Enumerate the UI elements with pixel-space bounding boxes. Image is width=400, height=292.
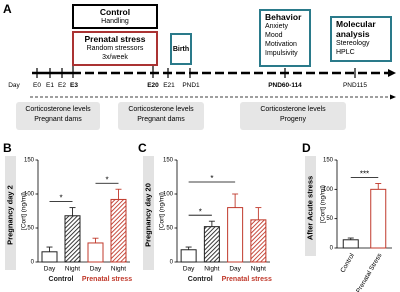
significance-label: *** [360,170,369,179]
x-tick-label: Control [339,252,356,274]
box-text: Handling [101,18,129,25]
side-strip [305,156,316,256]
box-item: HPLC [336,49,355,56]
x-tick-label: Day [44,266,56,273]
sampling-subject: Progeny [279,116,307,123]
sampling-title: Corticosterone levels [25,106,91,113]
bar [87,242,104,263]
box-title: Behavior [265,12,302,22]
y-tick-label: 150 [24,158,35,164]
bar [64,215,81,263]
group-label: Prenatal stress [222,276,272,283]
bar [41,251,58,263]
side-strip [143,156,154,270]
box-item: Motivation [265,41,297,48]
bar [227,207,244,263]
timeline-label: E3 [70,82,78,89]
bar [110,198,127,263]
y-axis-label: [Cort] (ng/ml) [159,192,166,230]
timeline-label: E0 [33,82,41,89]
y-axis-label: [Cort] (ng/ml) [21,192,28,230]
timeline-label: PND60-114 [268,82,302,89]
bar [370,188,387,249]
bar [203,226,220,263]
significance-label: * [59,194,62,203]
sampling-subject: Pregnant dams [137,116,185,123]
side-label: Pregnancy day 20 [143,183,152,247]
bar [180,249,197,263]
x-tick-label: Day [229,266,241,273]
side-strip [5,156,16,270]
timeline-label: E20 [147,82,159,89]
y-tick-label: 50 [166,226,173,232]
significance-label: * [105,175,108,184]
box-title: Birth [172,46,190,53]
bar [250,219,267,263]
birth-box: Birth [170,33,192,65]
sampling-title: Corticosterone levels [128,106,194,113]
box-item: Impulsivity [265,50,298,57]
x-tick-label: Night [251,266,266,273]
timeline-arrow [388,69,396,77]
y-tick-label: 0 [330,246,334,252]
box-title: Molecular analysis [336,19,376,39]
x-tick-label: Night [204,266,219,273]
group-label: Control [188,276,213,283]
panel-label: D [302,141,311,155]
x-tick-label: Day [183,266,195,273]
y-tick-label: 0 [170,260,174,266]
bar [342,239,359,249]
y-tick-label: 50 [27,226,34,232]
sampling-box: Corticosterone levels Progeny [240,102,346,130]
side-label: After Acute stress [305,176,314,240]
box-title: Control [99,7,131,17]
timeline-ticks [36,66,356,78]
significance-label: * [210,174,213,183]
x-tick-label: Night [65,266,80,273]
x-tick-label: Day [90,266,102,273]
side-label: Pregnancy day 2 [5,185,14,245]
significance-label: * [199,207,202,216]
box-item: Mood [265,32,283,39]
timeline-label: Day [8,82,20,89]
y-tick-label: 150 [163,158,174,164]
timeline-label: PND115 [342,82,368,89]
y-tick-label: 150 [323,158,334,164]
y-tick-label: 100 [323,187,334,193]
x-tick-label: Night [111,266,126,273]
sampling-box: Corticosterone levels Pregnant dams [16,102,100,130]
timeline-label: E2 [58,82,66,89]
control-box: Control Handling [72,4,158,29]
y-axis-label: [Cort] (ng/ml) [320,185,327,223]
sampling-subject: Pregnant dams [34,116,82,123]
sampling-arrow [390,94,396,100]
sampling-box: Corticosterone levels Pregnant dams [118,102,204,130]
y-tick-label: 100 [163,192,174,198]
box-item: Stereology [336,40,370,47]
panel-label: B [3,141,12,155]
x-tick-label: Prenatal Stress [355,252,384,292]
box-text: 3x/week [102,54,128,61]
box-text: Random stressors [86,45,144,52]
stress-box: Prenatal stress Random stressors 3x/week [72,31,158,66]
molecular-box: Molecular analysis Stereology HPLC [330,16,392,62]
behavior-box: Behavior Anxiety Mood Motivation Impulsi… [259,9,311,67]
sampling-title: Corticosterone levels [260,106,326,113]
timeline-label: PND1 [182,82,200,89]
group-label: Prenatal stress [82,276,132,283]
panel-label: A [3,2,12,16]
box-item: Anxiety [265,23,288,30]
box-title: Prenatal stress [84,34,146,44]
timeline-label: E21 [163,82,175,89]
y-tick-label: 50 [326,216,333,222]
y-tick-label: 100 [24,192,35,198]
group-label: Control [49,276,74,283]
timeline-label: E1 [46,82,54,89]
panel-label: C [138,141,147,155]
y-tick-label: 0 [31,260,35,266]
